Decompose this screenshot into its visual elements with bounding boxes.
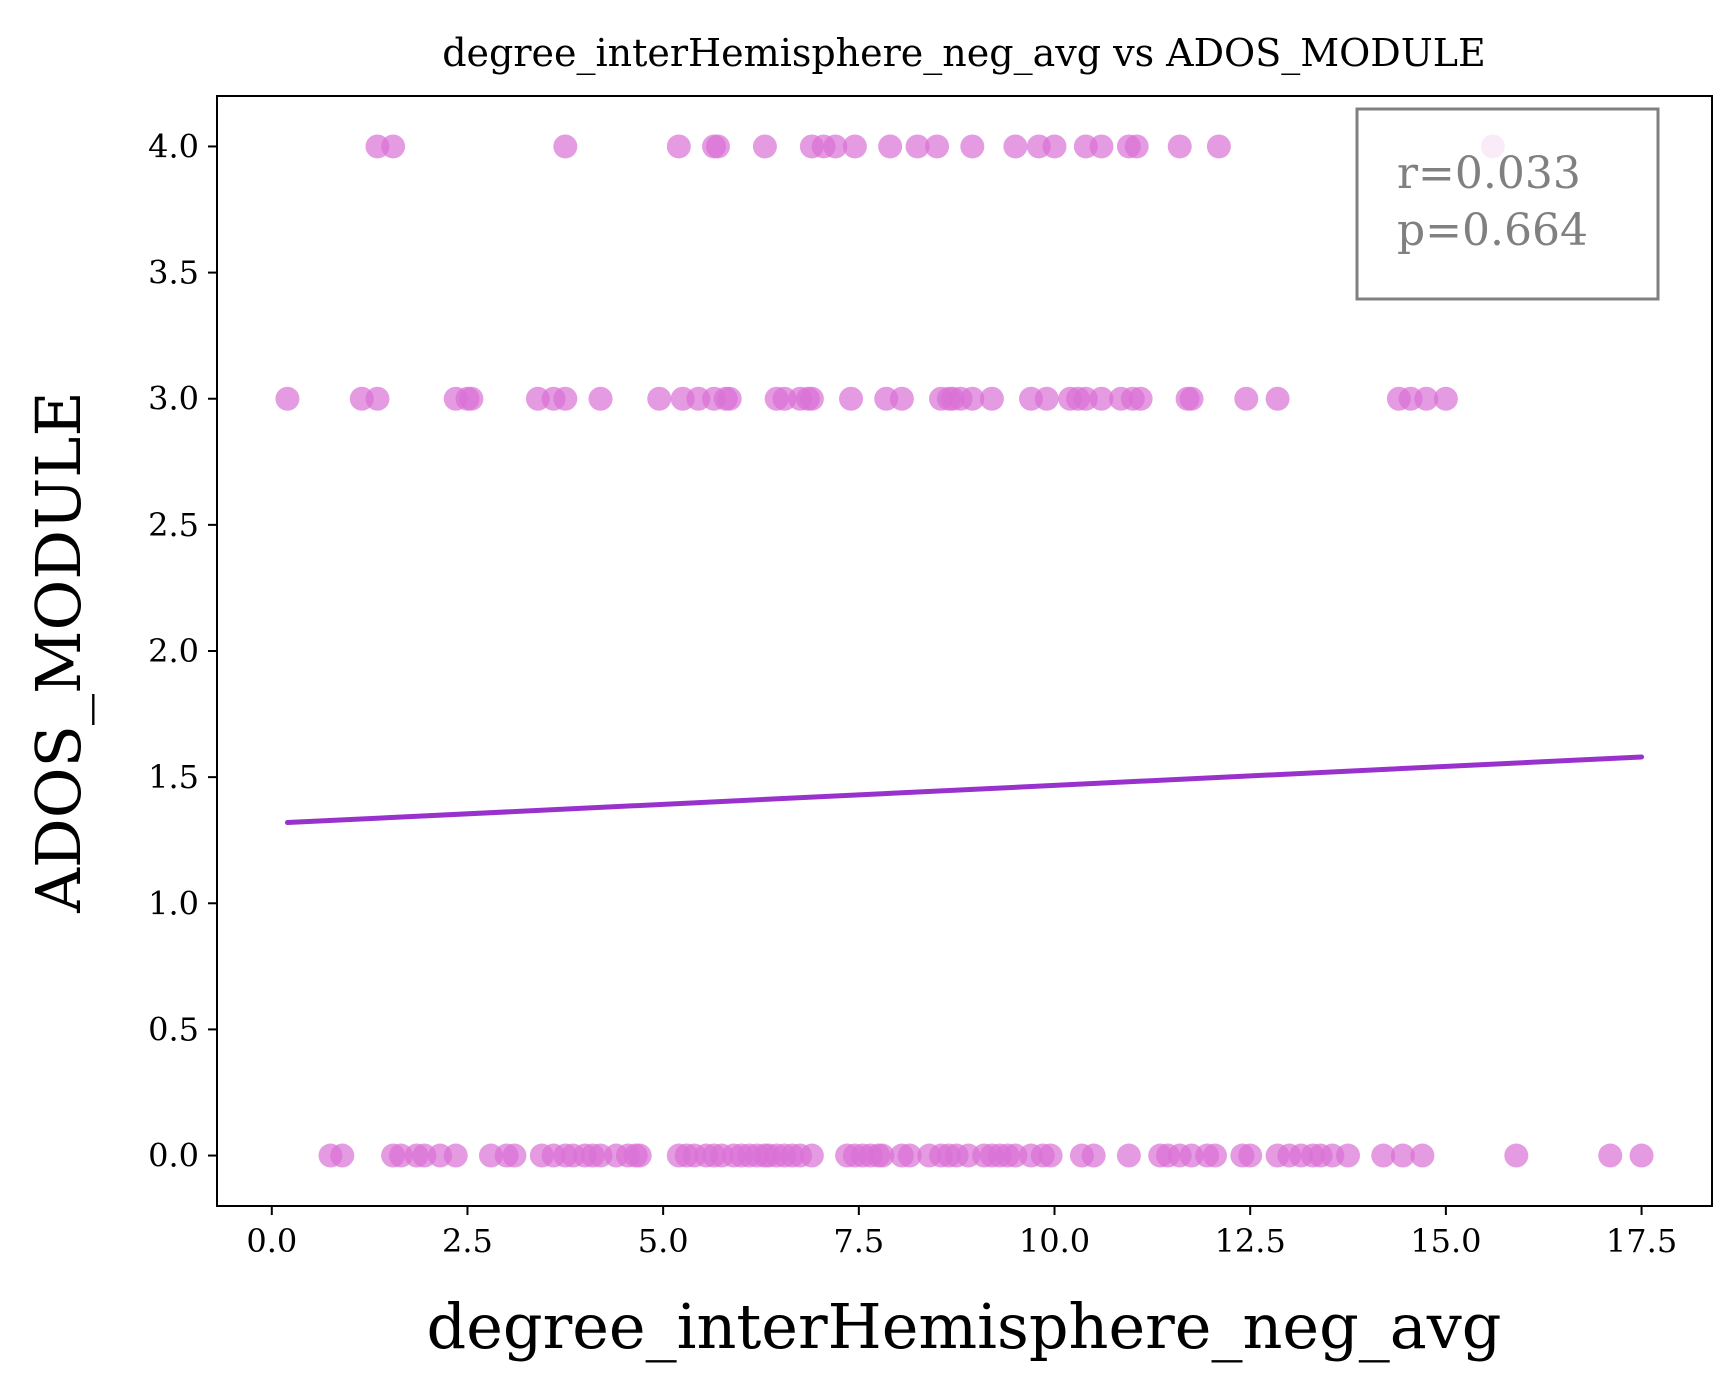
data-point bbox=[889, 386, 914, 411]
data-point bbox=[1179, 386, 1204, 411]
data-point bbox=[705, 134, 730, 159]
x-tick-label: 2.5 bbox=[442, 1222, 493, 1260]
data-point bbox=[1089, 134, 1114, 159]
y-tick-label: 2.0 bbox=[148, 632, 199, 670]
x-axis-label: degree_interHemisphere_neg_avg bbox=[427, 1290, 1502, 1363]
x-tick-label: 12.5 bbox=[1215, 1222, 1286, 1260]
data-point bbox=[1433, 386, 1458, 411]
data-point bbox=[275, 386, 300, 411]
data-point bbox=[1504, 1143, 1529, 1168]
data-point bbox=[1265, 386, 1290, 411]
data-point bbox=[1238, 1143, 1263, 1168]
data-point bbox=[1167, 134, 1192, 159]
data-point bbox=[799, 386, 824, 411]
data-point bbox=[839, 386, 864, 411]
data-point bbox=[925, 134, 950, 159]
data-point bbox=[1116, 1143, 1141, 1168]
data-point bbox=[1371, 1143, 1396, 1168]
data-point bbox=[1410, 1143, 1435, 1168]
data-point bbox=[1038, 1143, 1063, 1168]
data-point bbox=[443, 1143, 468, 1168]
data-point bbox=[553, 386, 578, 411]
data-point bbox=[842, 134, 867, 159]
data-point bbox=[1089, 386, 1114, 411]
y-tick-label: 2.5 bbox=[148, 506, 199, 544]
x-axis-ticks: 0.0 2.5 5.0 7.5 10.0 12.5 15.0 17.5 bbox=[246, 1206, 1677, 1260]
data-point bbox=[381, 134, 406, 159]
data-point bbox=[1081, 1143, 1106, 1168]
stats-box: r=0.033 p=0.664 bbox=[1355, 107, 1660, 301]
x-tick-label: 0.0 bbox=[246, 1222, 297, 1260]
data-point bbox=[459, 386, 484, 411]
x-tick-label: 17.5 bbox=[1606, 1222, 1677, 1260]
data-point bbox=[1128, 386, 1153, 411]
data-point bbox=[1003, 134, 1028, 159]
points-layer bbox=[275, 134, 1654, 1168]
y-tick-label: 0.0 bbox=[148, 1137, 199, 1175]
data-point bbox=[666, 134, 691, 159]
data-point bbox=[799, 1143, 824, 1168]
data-point bbox=[1414, 386, 1439, 411]
data-point bbox=[823, 134, 848, 159]
y-tick-label: 3.5 bbox=[148, 254, 199, 292]
data-point bbox=[960, 134, 985, 159]
data-point bbox=[1124, 134, 1149, 159]
data-point bbox=[330, 1143, 355, 1168]
data-point bbox=[905, 134, 930, 159]
data-point bbox=[1206, 134, 1231, 159]
data-point bbox=[553, 134, 578, 159]
stats-r-value: r=0.033 bbox=[1397, 148, 1581, 199]
x-tick-label: 5.0 bbox=[638, 1222, 689, 1260]
x-tick-label: 7.5 bbox=[833, 1222, 884, 1260]
data-point bbox=[1390, 1143, 1415, 1168]
data-point bbox=[627, 1143, 652, 1168]
data-point bbox=[897, 1143, 922, 1168]
y-tick-label: 0.5 bbox=[148, 1010, 199, 1048]
data-point bbox=[1234, 386, 1259, 411]
data-point bbox=[1336, 1143, 1361, 1168]
fit-line-layer bbox=[284, 754, 1645, 826]
data-point bbox=[979, 386, 1004, 411]
y-tick-label: 3.0 bbox=[148, 380, 199, 418]
data-point bbox=[752, 134, 777, 159]
chart-title: degree_interHemisphere_neg_avg vs ADOS_M… bbox=[442, 31, 1486, 76]
data-point bbox=[647, 386, 672, 411]
data-point bbox=[1598, 1143, 1623, 1168]
data-point bbox=[502, 1143, 527, 1168]
stats-box-frame bbox=[1355, 107, 1660, 301]
x-tick-label: 15.0 bbox=[1410, 1222, 1481, 1260]
data-point bbox=[878, 134, 903, 159]
y-axis-label: ADOS_MODULE bbox=[22, 391, 95, 914]
data-point bbox=[1629, 1143, 1654, 1168]
data-point bbox=[960, 386, 985, 411]
y-tick-label: 4.0 bbox=[148, 127, 199, 165]
y-tick-label: 1.5 bbox=[148, 758, 199, 796]
y-axis-ticks: 0.0 0.5 1.0 1.5 2.0 2.5 3.0 3.5 4.0 bbox=[148, 127, 217, 1175]
data-point bbox=[1042, 134, 1067, 159]
x-tick-label: 10.0 bbox=[1019, 1222, 1090, 1260]
data-point bbox=[870, 1143, 895, 1168]
data-point bbox=[588, 386, 613, 411]
y-tick-label: 1.0 bbox=[148, 884, 199, 922]
data-point bbox=[365, 386, 390, 411]
data-point bbox=[1034, 386, 1059, 411]
data-point bbox=[1202, 1143, 1227, 1168]
data-point bbox=[717, 386, 742, 411]
regression-line bbox=[284, 754, 1645, 826]
stats-p-value: p=0.664 bbox=[1397, 205, 1588, 256]
